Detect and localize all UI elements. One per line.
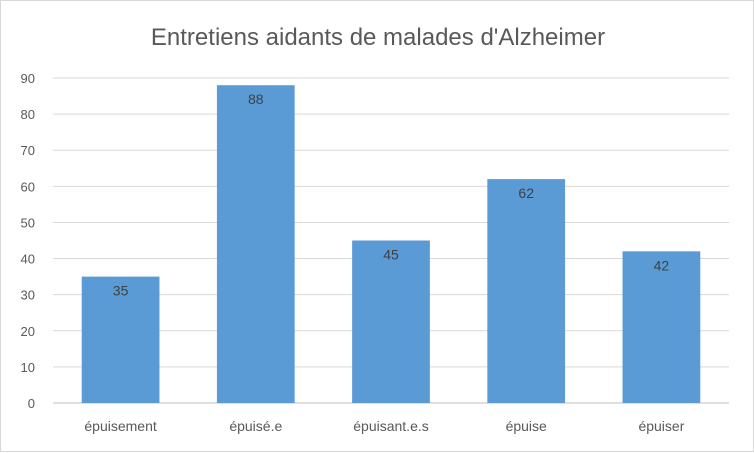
y-tick-label: 90 (21, 71, 35, 86)
y-tick-label: 70 (21, 143, 35, 158)
data-label: 88 (248, 91, 264, 107)
x-category-label: épuisant.e.s (353, 418, 429, 434)
y-tick-label: 50 (21, 215, 35, 230)
y-tick-label: 20 (21, 324, 35, 339)
bar (216, 85, 295, 403)
bar (352, 240, 430, 403)
bars (81, 85, 701, 403)
y-tick-label: 40 (21, 252, 35, 267)
y-tick-label: 10 (21, 360, 35, 375)
data-labels: 35 88 45 62 42 (113, 91, 670, 298)
x-axis-category-labels: épuisement épuisé.e épuisant.e.s épuise épui… (84, 418, 684, 434)
x-category-label: épuiser (638, 418, 684, 434)
bar (622, 251, 701, 403)
x-category-label: épuise (506, 418, 547, 434)
data-label: 45 (383, 247, 399, 263)
x-category-label: épuisé.e (229, 418, 282, 434)
y-tick-label: 60 (21, 179, 35, 194)
bar (81, 276, 160, 403)
y-tick-label: 80 (21, 107, 35, 122)
data-label: 42 (654, 257, 670, 273)
data-label: 35 (113, 283, 129, 299)
data-label: 62 (518, 185, 534, 201)
y-tick-label: 30 (21, 288, 35, 303)
bar (487, 179, 566, 403)
chart-title: Entretiens aidants de malades d'Alzheime… (151, 24, 605, 51)
y-axis-tick-labels: 0 10 20 30 40 50 60 70 80 90 (21, 71, 35, 411)
x-category-label: épuisement (84, 418, 156, 434)
y-tick-label: 0 (28, 396, 35, 411)
